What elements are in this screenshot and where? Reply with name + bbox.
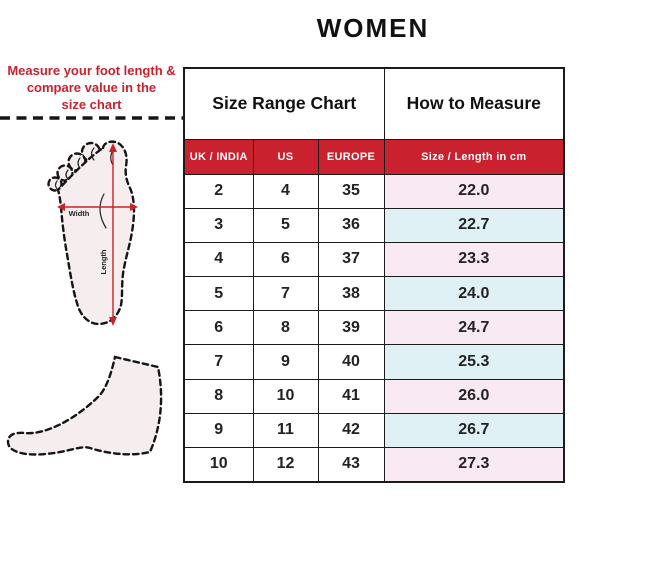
table-cell: 26.7 [383, 412, 565, 449]
table-cell: 4 [183, 241, 254, 278]
table-cell: 12 [252, 446, 319, 483]
table-cell: 9 [183, 412, 254, 449]
toe-crease [65, 169, 69, 180]
toe-crease [110, 148, 115, 166]
table-cell: 8 [252, 310, 319, 346]
measure-instruction: Measure your foot length & compare value… [0, 62, 183, 113]
toe-icon [56, 164, 74, 182]
instruction-line: size chart [61, 97, 122, 112]
table-cell: 5 [252, 207, 319, 243]
table-cell: 8 [183, 378, 254, 414]
length-label: Length [99, 249, 108, 274]
table-row: 2 4 35 22.0 [183, 173, 565, 209]
table-cell: 23.3 [383, 241, 565, 278]
table-row: 7 9 40 25.3 [183, 344, 565, 380]
table-cell: 27.3 [383, 446, 565, 483]
table-cell: 6 [183, 310, 254, 346]
table-row: 8 10 41 26.0 [183, 378, 565, 414]
table-group-header-row: Size Range Chart How to Measure [183, 67, 565, 140]
table-cell: 7 [183, 344, 254, 380]
table-row: 3 5 36 22.7 [183, 207, 565, 243]
column-header-length-cm: Size / Length in cm [383, 138, 565, 175]
toe-crease [54, 180, 58, 190]
arch-mark [99, 193, 107, 229]
table-row: 4 6 37 23.3 [183, 241, 565, 278]
size-range-chart-header: Size Range Chart [183, 67, 385, 140]
table-cell: 22.7 [383, 207, 565, 243]
table-row: 5 7 38 24.0 [183, 276, 565, 312]
table-cell: 36 [317, 207, 385, 243]
size-table: Size Range Chart How to Measure UK / IND… [183, 67, 566, 483]
table-cell: 4 [252, 173, 319, 209]
toe-crease [77, 157, 81, 169]
table-cell: 3 [183, 207, 254, 243]
table-cell: 2 [183, 173, 254, 209]
table-cell: 7 [252, 276, 319, 312]
table-cell: 39 [317, 310, 385, 346]
table-column-header-row: UK / INDIA US EUROPE Size / Length in cm [183, 138, 565, 175]
table-cell: 43 [317, 446, 385, 483]
table-cell: 40 [317, 344, 385, 380]
table-cell: 10 [252, 378, 319, 414]
table-cell: 25.3 [383, 344, 565, 380]
table-cell: 6 [252, 241, 319, 278]
toe-icon [80, 141, 102, 163]
table-cell: 5 [183, 276, 254, 312]
table-cell: 10 [183, 446, 254, 483]
foot-side-outline [6, 355, 163, 456]
table-cell: 38 [317, 276, 385, 312]
table-cell: 11 [252, 412, 319, 449]
length-arrow [109, 143, 117, 326]
table-row: 6 8 39 24.7 [183, 310, 565, 346]
width-label: Width [69, 209, 90, 218]
table-cell: 24.0 [383, 276, 565, 312]
column-header-us: US [252, 138, 319, 175]
table-cell: 37 [317, 241, 385, 278]
toe-icon [47, 176, 63, 192]
table-row: 9 11 42 26.7 [183, 412, 565, 449]
page-title: WOMEN [316, 13, 430, 43]
foot-side-view-illustration [6, 355, 163, 456]
toe-icon [67, 152, 87, 172]
table-cell: 41 [317, 378, 385, 414]
table-cell: 35 [317, 173, 385, 209]
instruction-line: Measure your foot length & [7, 63, 176, 78]
how-to-measure-header: How to Measure [383, 67, 565, 140]
table-cell: 24.7 [383, 310, 565, 346]
column-header-europe: EUROPE [317, 138, 385, 175]
table-cell: 22.0 [383, 173, 565, 209]
table-cell: 26.0 [383, 378, 565, 414]
instruction-line: compare value in the [26, 80, 157, 95]
table-cell: 9 [252, 344, 319, 380]
column-header-uk-india: UK / INDIA [183, 138, 254, 175]
width-arrow [57, 203, 138, 211]
table-row: 10 12 43 27.3 [183, 446, 565, 483]
table-cell: 42 [317, 412, 385, 449]
foot-sole-outline [56, 140, 136, 326]
toe-crease [90, 147, 95, 161]
foot-top-view-illustration: Length Width [47, 140, 138, 326]
